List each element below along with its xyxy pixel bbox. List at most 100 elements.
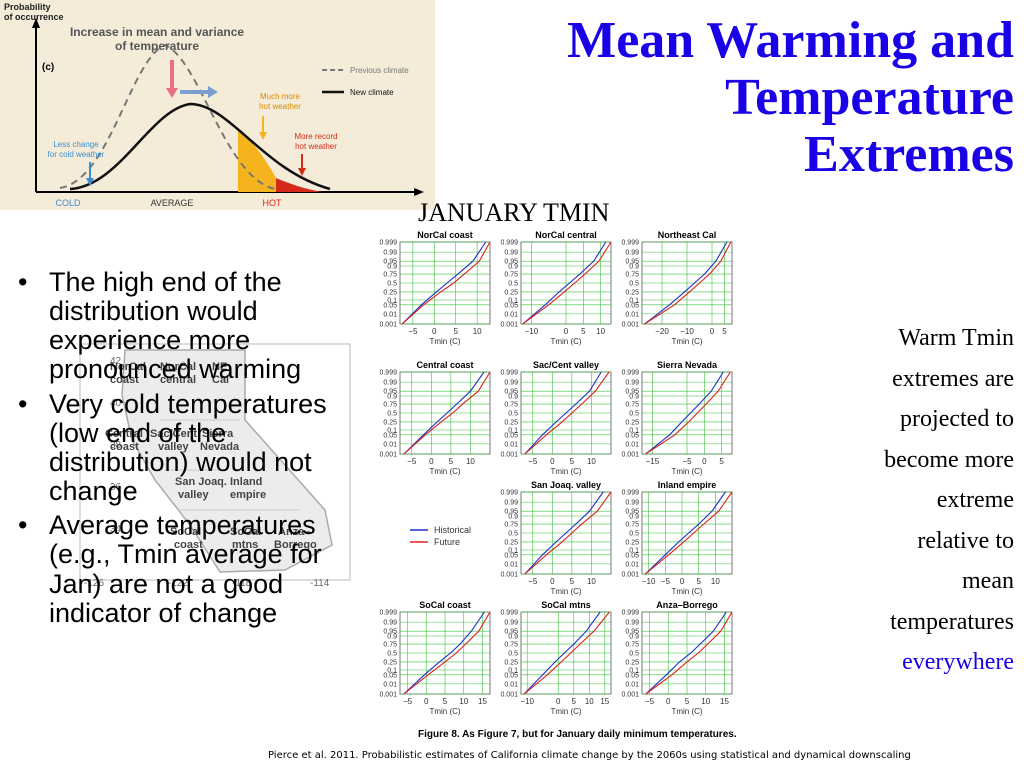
y-tick-label: 0.75 [504,402,518,409]
y-tick-label: 0.01 [625,561,639,568]
y-tick-label: 0.05 [383,302,397,309]
y-tick-label: 0.9 [508,263,518,270]
y-tick-label: 0.05 [625,672,639,679]
series-line-historical [645,371,724,455]
record-note-2: hot weather [295,142,337,151]
y-tick-label: 0.5 [629,651,639,658]
y-tick-label: 0.01 [504,681,518,688]
y-tick-label: 0.999 [500,610,518,617]
cold-note-1: Less change [53,140,99,149]
y-tick-label: 0.5 [508,411,518,418]
series-line-historical [522,241,607,325]
y-tick-label: 0.9 [629,263,639,270]
panel-title: San Joaq. valley [531,480,601,490]
concept-x-arrow [414,188,424,196]
x-axis-label: Tmin (C) [550,337,581,346]
x-tick-label: 5 [572,697,577,706]
y-tick-label: 0.99 [383,250,397,257]
x-tick-label: −10 [525,327,539,336]
hot-arrow-head [259,132,267,140]
y-tick-label: 0.05 [625,432,639,439]
y-tick-label: 0.5 [629,531,639,538]
x-tick-label: 0 [666,697,671,706]
y-tick-label: 0.9 [629,633,639,640]
x-tick-label: −15 [646,457,660,466]
series-line-historical [524,371,602,455]
y-tick-label: 0.75 [504,272,518,279]
y-tick-label: 0.5 [508,281,518,288]
y-tick-label: 0.1 [629,428,639,435]
y-tick-label: 0.9 [508,513,518,520]
series-line-future [645,371,731,455]
series-line-future [524,491,612,575]
y-tick-label: 0.999 [621,370,639,377]
series-line-historical [644,241,728,325]
side-line-8: temperatures [890,608,1014,635]
x-tick-label: −5 [407,457,417,466]
y-tick-label: 0.5 [387,411,397,418]
panel-title: Central coast [416,360,473,370]
mean-shift-arrow-head [208,86,218,98]
y-tick-label: 0.75 [625,522,639,529]
y-tick-label: 0.99 [504,500,518,507]
x-axis-label: Tmin (C) [671,587,702,596]
y-tick-label: 0.95 [504,629,518,636]
x-axis-label: Tmin (C) [550,707,581,716]
y-tick-label: 0.9 [387,263,397,270]
legend-previous-label: Previous climate [350,66,409,75]
concept-heading-2: of temperature [115,39,199,53]
y-tick-label: 0.5 [629,411,639,418]
y-tick-label: 0.95 [625,629,639,636]
y-tick-label: 0.9 [508,393,518,400]
y-tick-label: 0.01 [383,441,397,448]
side-line-5: extreme [936,487,1014,514]
x-tick-label: 0 [432,327,437,336]
y-tick-label: 0.75 [383,402,397,409]
y-tick-label: 0.1 [387,428,397,435]
x-tick-label: 5 [719,457,724,466]
y-tick-label: 0.1 [508,298,518,305]
y-tick-label: 0.25 [625,419,639,426]
side-highlight: everywhere [902,649,1014,676]
x-axis-label: Tmin (C) [671,467,702,476]
y-tick-label: 0.05 [504,432,518,439]
y-tick-label: 0.01 [504,311,518,318]
y-tick-label: 0.999 [500,240,518,247]
y-tick-label: 0.95 [625,509,639,516]
x-tick-label: 15 [720,697,729,706]
x-tick-label: −5 [682,457,692,466]
y-tick-label: 0.75 [625,272,639,279]
x-tick-label: 10 [587,577,596,586]
concept-figure-svg: Probability of occurrence Increase in me… [4,2,424,208]
panel-title: Sac/Cent valley [533,360,599,370]
y-tick-label: 0.001 [621,452,639,459]
y-tick-label: 0.25 [625,659,639,666]
x-axis-label: Tmin (C) [550,587,581,596]
series-line-future [645,611,733,695]
x-tick-label: −10 [642,577,656,586]
cold-note-2: for cold weather [48,150,105,159]
x-tick-label: 10 [585,697,594,706]
y-tick-label: 0.99 [504,380,518,387]
y-tick-label: 0.25 [625,539,639,546]
y-tick-label: 0.05 [625,552,639,559]
series-line-historical [403,371,485,455]
x-tick-label: 5 [443,697,448,706]
series-line-historical [523,611,601,695]
y-tick-label: 0.01 [504,561,518,568]
panel-heading: JANUARY TMIN [418,198,610,227]
title-line-1: Mean Warming and [567,12,1014,69]
x-tick-label: 0 [550,457,555,466]
series-line-future [401,241,491,325]
panel-title: Inland empire [658,480,717,490]
y-tick-label: 0.95 [625,389,639,396]
y-tick-label: 0.9 [629,393,639,400]
y-tick-label: 0.5 [387,651,397,658]
x-tick-label: −5 [528,577,538,586]
y-tick-label: 0.01 [625,441,639,448]
y-tick-label: 0.05 [625,302,639,309]
side-note: Warm Tmin extremes are projected to beco… [814,318,1014,683]
x-label-cold: COLD [55,198,81,208]
x-tick-label: 0 [710,327,715,336]
x-tick-label: 5 [581,327,586,336]
